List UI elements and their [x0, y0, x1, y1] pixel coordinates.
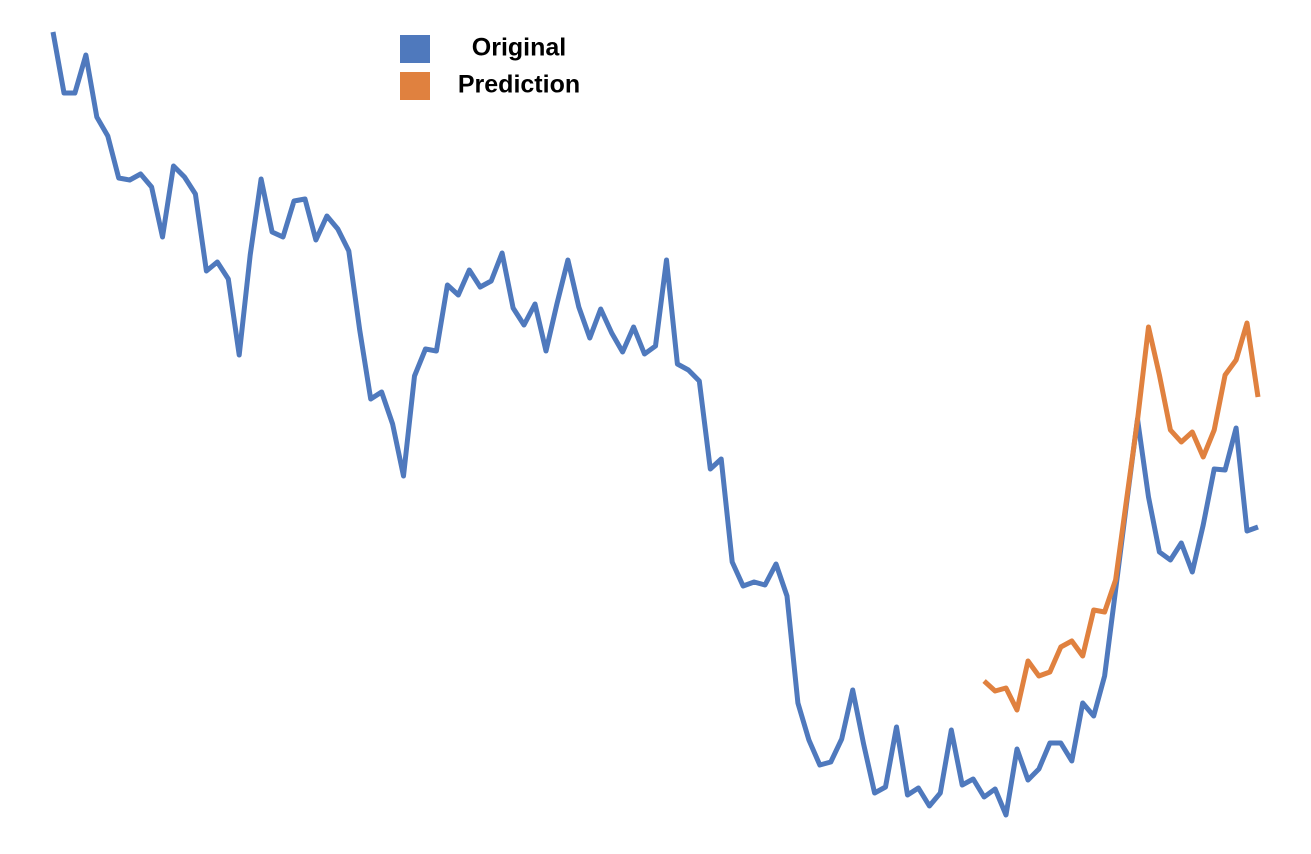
legend-label: Original — [472, 34, 566, 62]
legend-swatch — [400, 72, 430, 100]
line-series — [982, 320, 1261, 713]
legend-label: Prediction — [458, 71, 580, 99]
line-series — [50, 31, 1259, 818]
legend-swatch — [400, 35, 430, 63]
